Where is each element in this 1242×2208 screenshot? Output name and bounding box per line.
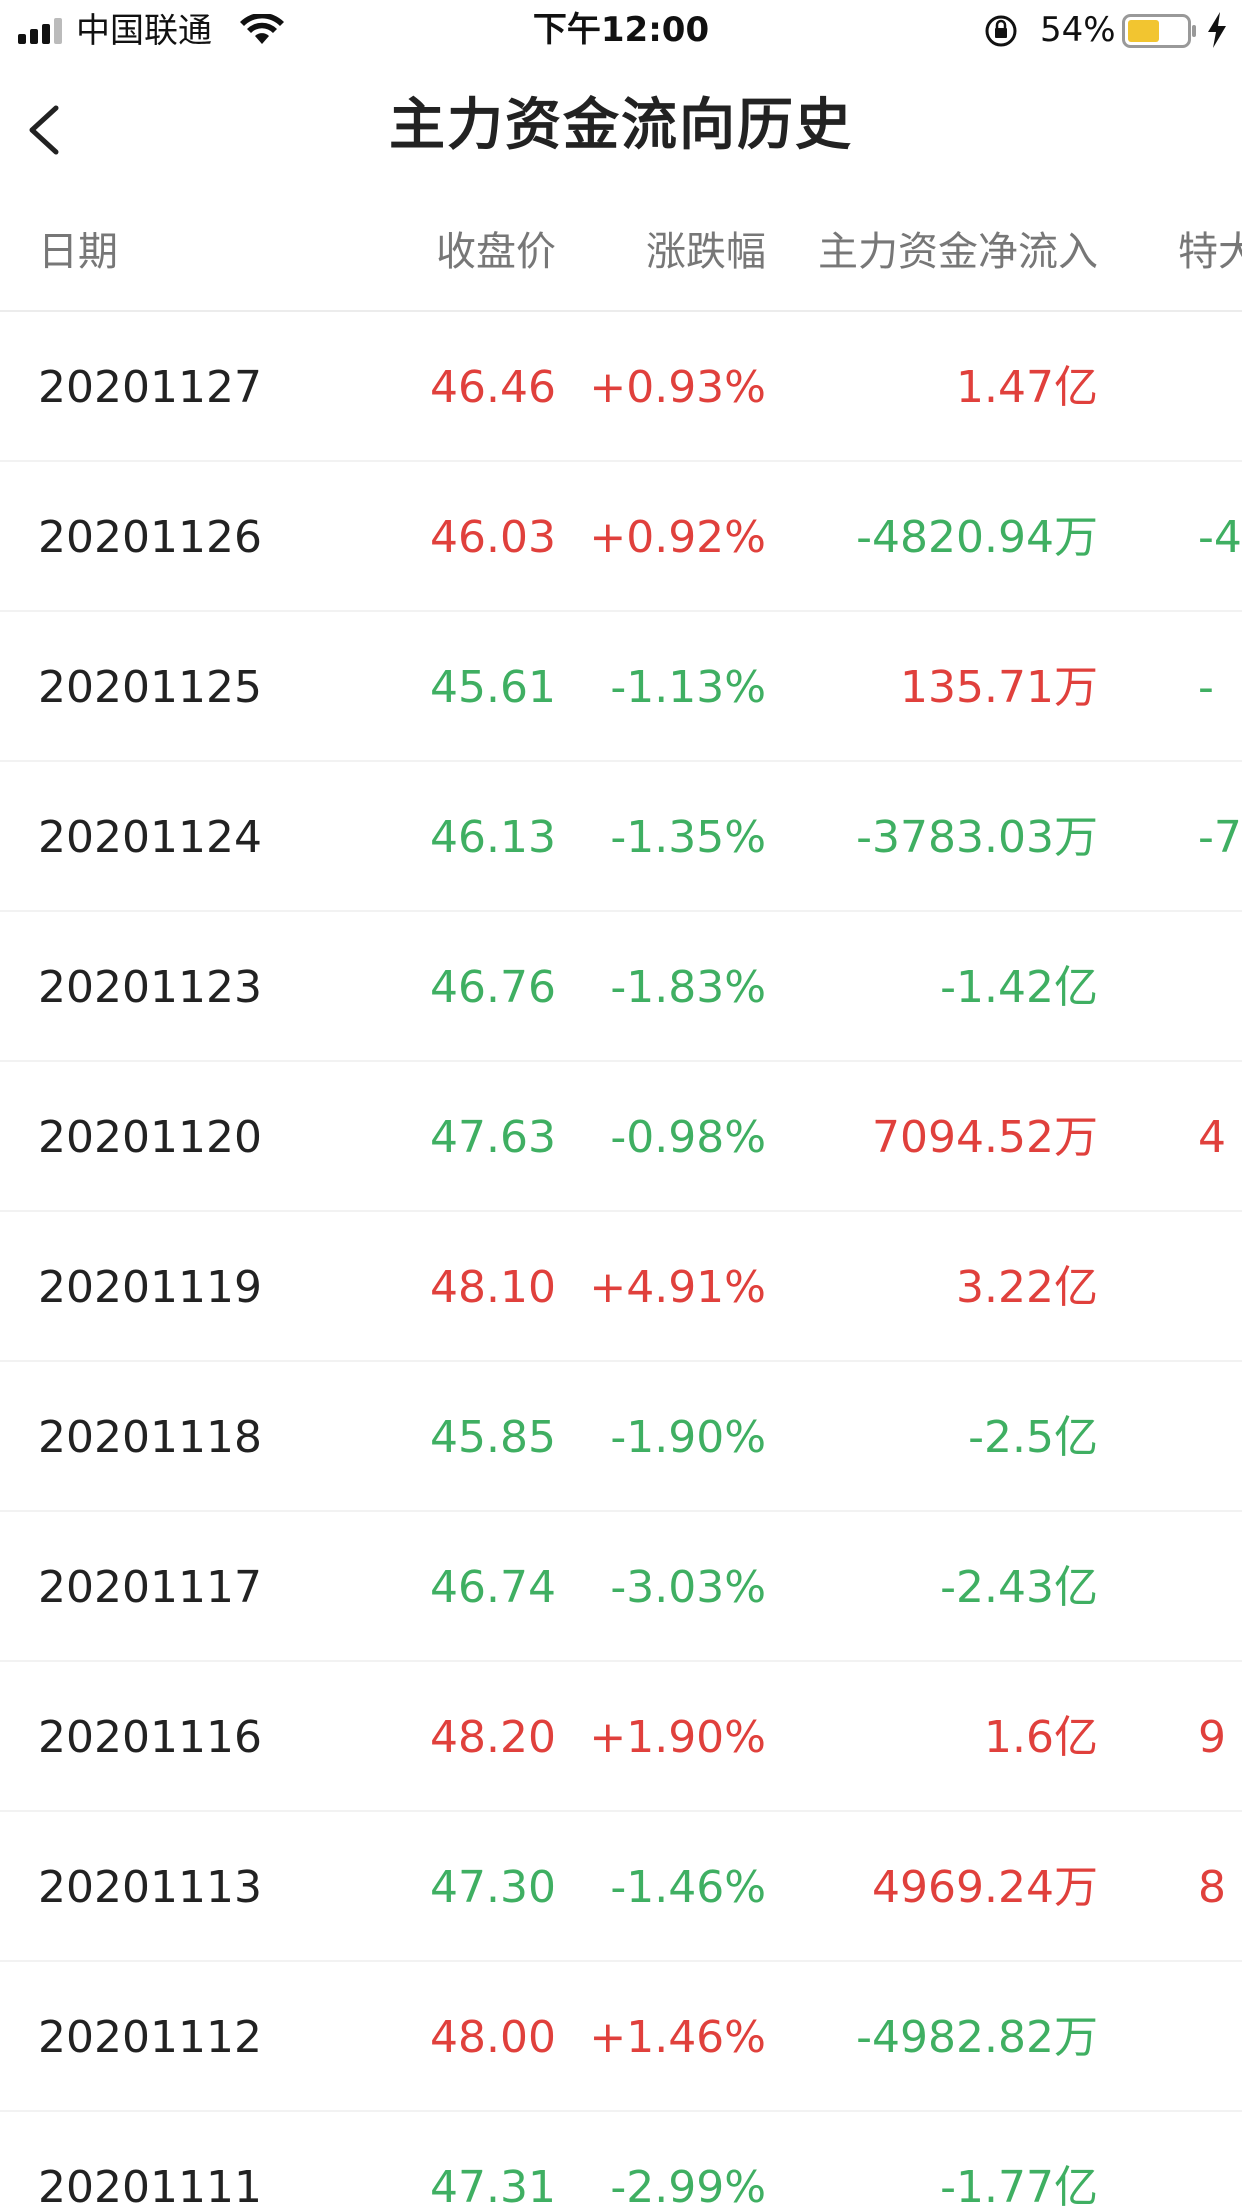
cell-close-price: 46.76: [430, 962, 556, 1013]
cell-change-percent: -0.98%: [610, 1112, 766, 1163]
charging-bolt-icon: [1208, 12, 1226, 48]
cell-main-net-inflow: 4969.24万: [872, 1862, 1098, 1913]
cell-close-price: 48.20: [430, 1712, 556, 1763]
clock-label: 下午12:00: [532, 10, 710, 50]
column-header-super-large[interactable]: 特大: [1178, 229, 1242, 275]
cell-change-percent: -1.83%: [610, 962, 766, 1013]
cell-super-large: 9: [1198, 1712, 1226, 1763]
table-row[interactable]: 20201112 48.00 +1.46% -4982.82万: [0, 1962, 1242, 2112]
cell-date: 20201119: [38, 1262, 262, 1313]
cell-main-net-inflow: 1.47亿: [956, 362, 1098, 413]
cell-close-price: 47.31: [430, 2162, 556, 2208]
cell-change-percent: +4.91%: [589, 1262, 766, 1313]
cell-close-price: 46.74: [430, 1562, 556, 1613]
cell-date: 20201125: [38, 662, 262, 713]
cell-main-net-inflow: -3783.03万: [856, 812, 1098, 863]
cell-super-large: 4: [1198, 1112, 1226, 1163]
column-header-main-net-inflow[interactable]: 主力资金净流入: [818, 229, 1098, 275]
battery-icon: [1122, 14, 1196, 48]
cell-main-net-inflow: 1.6亿: [984, 1712, 1098, 1763]
column-header-change[interactable]: 涨跌幅: [646, 229, 766, 275]
cell-date: 20201118: [38, 1412, 262, 1463]
cell-date: 20201116: [38, 1712, 262, 1763]
column-header-date[interactable]: 日期: [38, 229, 118, 275]
cell-change-percent: +0.93%: [589, 362, 766, 413]
cell-date: 20201127: [38, 362, 262, 413]
cell-main-net-inflow: 7094.52万: [872, 1112, 1098, 1163]
table-header: 日期 收盘价 涨跌幅 主力资金净流入 特大: [0, 192, 1242, 312]
table-row[interactable]: 20201113 47.30 -1.46% 4969.24万 8: [0, 1812, 1242, 1962]
table-row[interactable]: 20201118 45.85 -1.90% -2.5亿: [0, 1362, 1242, 1512]
cell-change-percent: +1.46%: [589, 2012, 766, 2063]
cell-date: 20201111: [38, 2162, 262, 2208]
table-row[interactable]: 20201116 48.20 +1.90% 1.6亿 9: [0, 1662, 1242, 1812]
nav-bar: 主力资金流向历史: [0, 62, 1242, 192]
cell-main-net-inflow: 135.71万: [900, 662, 1098, 713]
table-row[interactable]: 20201120 47.63 -0.98% 7094.52万 4: [0, 1062, 1242, 1212]
status-bar: 中国联通 下午12:00 54%: [0, 0, 1242, 62]
cell-date: 20201113: [38, 1862, 262, 1913]
cell-main-net-inflow: 3.22亿: [956, 1262, 1098, 1313]
cell-super-large: 8: [1198, 1862, 1226, 1913]
back-arrow-icon[interactable]: [18, 98, 74, 162]
cell-close-price: 47.63: [430, 1112, 556, 1163]
cell-close-price: 48.00: [430, 2012, 556, 2063]
cell-close-price: 46.13: [430, 812, 556, 863]
cell-change-percent: -3.03%: [610, 1562, 766, 1613]
signal-icon: [18, 18, 62, 44]
cell-main-net-inflow: -1.42亿: [940, 962, 1098, 1013]
cell-change-percent: +1.90%: [589, 1712, 766, 1763]
table-body: 20201127 46.46 +0.93% 1.47亿 20201126 46.03 +0.…: [0, 312, 1242, 2208]
wifi-icon: [240, 14, 284, 44]
cell-date: 20201117: [38, 1562, 262, 1613]
cell-super-large: -: [1198, 662, 1214, 713]
page-title: 主力资金流向历史: [389, 93, 853, 158]
cell-close-price: 45.85: [430, 1412, 556, 1463]
cell-change-percent: +0.92%: [589, 512, 766, 563]
table-row[interactable]: 20201111 47.31 -2.99% -1.77亿: [0, 2112, 1242, 2208]
cell-change-percent: -2.99%: [610, 2162, 766, 2208]
table-row[interactable]: 20201126 46.03 +0.92% -4820.94万 -4: [0, 462, 1242, 612]
cell-date: 20201126: [38, 512, 262, 563]
cell-super-large: -4: [1198, 512, 1242, 563]
cell-change-percent: -1.46%: [610, 1862, 766, 1913]
table-row[interactable]: 20201123 46.76 -1.83% -1.42亿: [0, 912, 1242, 1062]
battery-percent: 54%: [1040, 10, 1116, 50]
table-row[interactable]: 20201117 46.74 -3.03% -2.43亿: [0, 1512, 1242, 1662]
column-header-close[interactable]: 收盘价: [436, 229, 556, 275]
cell-date: 20201124: [38, 812, 262, 863]
table-row[interactable]: 20201119 48.10 +4.91% 3.22亿: [0, 1212, 1242, 1362]
cell-close-price: 46.46: [430, 362, 556, 413]
table-row[interactable]: 20201124 46.13 -1.35% -3783.03万 -7: [0, 762, 1242, 912]
cell-close-price: 48.10: [430, 1262, 556, 1313]
table-row[interactable]: 20201125 45.61 -1.13% 135.71万 -: [0, 612, 1242, 762]
cell-main-net-inflow: -2.5亿: [968, 1412, 1098, 1463]
table-row[interactable]: 20201127 46.46 +0.93% 1.47亿: [0, 312, 1242, 462]
cell-change-percent: -1.35%: [610, 812, 766, 863]
carrier-label: 中国联通: [76, 11, 212, 51]
cell-change-percent: -1.13%: [610, 662, 766, 713]
cell-main-net-inflow: -2.43亿: [940, 1562, 1098, 1613]
cell-date: 20201120: [38, 1112, 262, 1163]
cell-close-price: 45.61: [430, 662, 556, 713]
cell-close-price: 46.03: [430, 512, 556, 563]
rotation-lock-icon: [985, 15, 1017, 47]
cell-super-large: -7: [1198, 812, 1242, 863]
cell-main-net-inflow: -4820.94万: [856, 512, 1098, 563]
cell-change-percent: -1.90%: [610, 1412, 766, 1463]
cell-close-price: 47.30: [430, 1862, 556, 1913]
cell-date: 20201112: [38, 2012, 262, 2063]
cell-main-net-inflow: -1.77亿: [940, 2162, 1098, 2208]
cell-main-net-inflow: -4982.82万: [856, 2012, 1098, 2063]
cell-date: 20201123: [38, 962, 262, 1013]
